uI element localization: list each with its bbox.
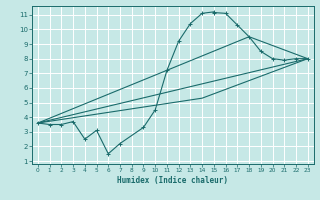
X-axis label: Humidex (Indice chaleur): Humidex (Indice chaleur): [117, 176, 228, 185]
